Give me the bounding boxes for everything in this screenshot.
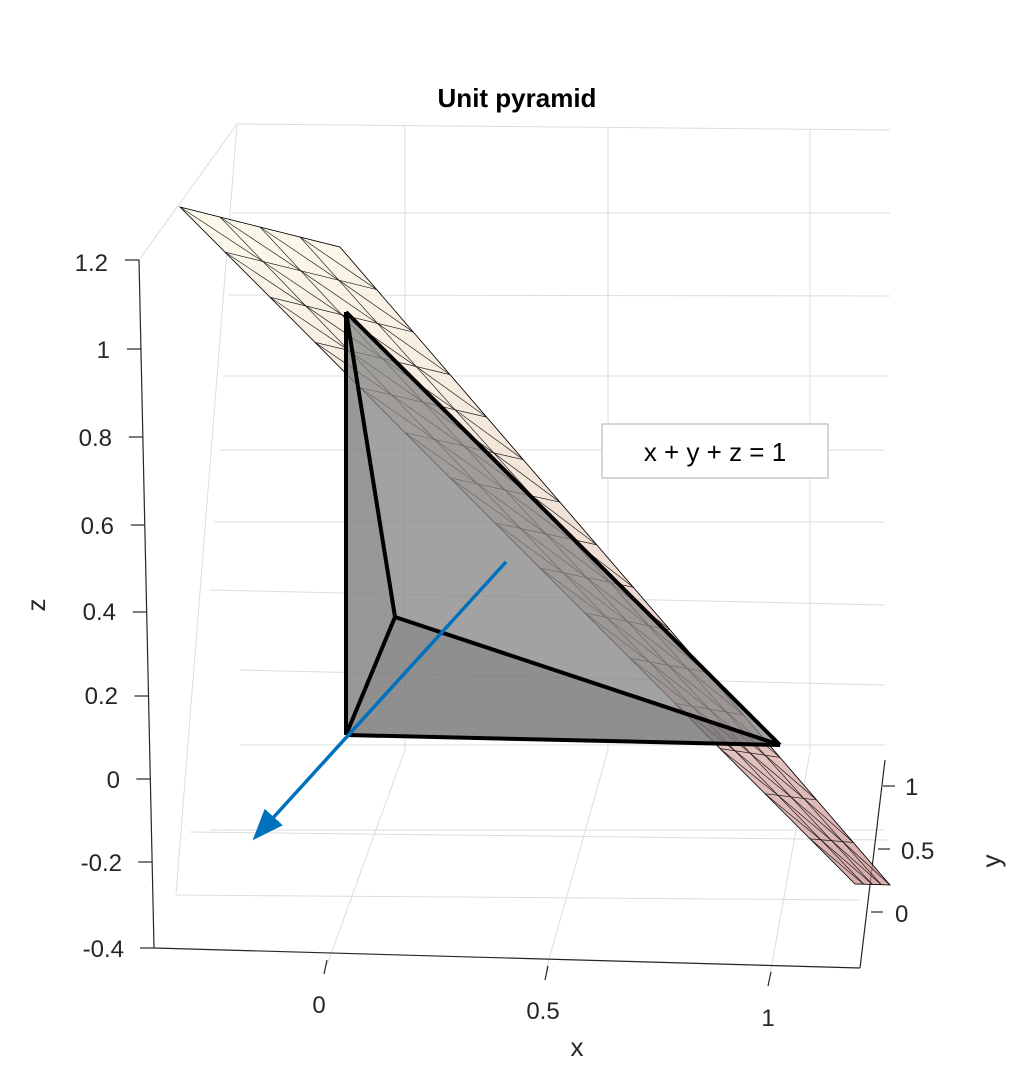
mesh-diagonal — [454, 409, 524, 460]
mesh-diagonal — [764, 754, 817, 801]
normal-vector-arrow — [252, 561, 507, 841]
mesh-diagonal — [831, 840, 882, 885]
z-tick-label: 0.4 — [83, 599, 116, 626]
x-tick-mark — [544, 965, 549, 981]
mesh-diagonal — [532, 495, 597, 546]
x-tick-mark — [767, 971, 772, 987]
mesh-diagonal — [224, 251, 307, 307]
y-tick-label: 0.5 — [901, 838, 934, 865]
mesh-diagonal — [803, 798, 854, 843]
z-tick-label: 1.2 — [75, 250, 108, 277]
chart-title: Unit pyramid — [438, 83, 597, 113]
x-tick-label: 0 — [312, 992, 325, 1019]
z-axis-line — [138, 259, 155, 949]
mesh-diagonal — [338, 279, 414, 333]
tick-marks — [125, 259, 895, 987]
y-tick-label: 1 — [905, 774, 918, 801]
z-tick-label: 0.6 — [81, 513, 114, 540]
annotation-border — [601, 423, 829, 479]
x-axis-title: x — [571, 1032, 584, 1062]
z-tick-label: 0 — [107, 767, 120, 794]
pyramid-edge — [394, 615, 781, 747]
x-tick-label: 1 — [761, 1005, 774, 1032]
axis-lines — [138, 259, 886, 969]
mesh-diagonal — [416, 366, 487, 418]
mesh-diagonal — [377, 323, 451, 375]
pyramid-face-yz — [346, 312, 395, 735]
mesh-diagonal — [180, 207, 264, 262]
mesh-line — [339, 246, 890, 885]
z-tick-label: 0.2 — [85, 683, 118, 710]
y-tick-labels: 0 0.5 1 — [895, 774, 934, 928]
grid-line — [236, 123, 891, 131]
pyramid-edge — [344, 310, 782, 747]
mesh-diagonal — [777, 795, 832, 841]
z-axis-title: z — [21, 599, 51, 612]
mesh-diagonal — [219, 216, 302, 272]
z-tick-label: -0.2 — [81, 850, 122, 877]
mesh-diagonal — [809, 838, 864, 885]
x-axis-line — [153, 947, 861, 969]
pyramid-edges — [344, 310, 782, 747]
mesh-diagonal — [820, 839, 873, 885]
y-axis-title: y — [976, 855, 1006, 868]
grid-line — [175, 894, 861, 901]
mesh-diagonal — [262, 261, 342, 315]
normal-vector — [252, 561, 507, 841]
mesh-diagonal — [790, 796, 843, 842]
mesh-diagonal — [299, 236, 377, 290]
mesh-diagonal — [749, 752, 804, 799]
mesh-diagonal — [719, 748, 779, 796]
grid-line — [138, 123, 238, 261]
annotation-box: x + y + z = 1 — [601, 423, 829, 479]
mesh-diagonal — [493, 452, 561, 503]
z-tick-labels: -0.4 -0.2 0 0.2 0.4 0.6 0.8 1 1.2 — [75, 250, 124, 963]
y-tick-label: 0 — [895, 901, 908, 928]
z-tick-label: -0.4 — [83, 936, 124, 963]
pyramid-edge — [344, 311, 397, 618]
annotation-text: x + y + z = 1 — [644, 437, 786, 467]
pyramid-edge — [345, 733, 781, 747]
grid-line — [189, 831, 889, 841]
grid-line — [326, 749, 406, 966]
x-tick-labels: 0 0.5 1 — [312, 992, 774, 1032]
x-tick-label: 0.5 — [526, 998, 559, 1025]
grid-line — [545, 749, 609, 971]
z-tick-label: 0.8 — [79, 425, 112, 452]
mesh-diagonal — [734, 750, 792, 798]
pyramid — [344, 310, 782, 747]
pyramid-face-xy — [346, 617, 780, 745]
mesh-diagonal — [842, 841, 890, 885]
y-axis-line — [859, 759, 886, 969]
mesh-diagonal — [269, 296, 349, 351]
mesh-diagonal — [259, 226, 339, 281]
mesh-diagonal — [764, 793, 822, 841]
x-tick-mark — [323, 959, 328, 975]
mesh-diagonal — [300, 270, 378, 324]
pyramid-edge — [344, 616, 397, 736]
z-tick-label: 1 — [97, 337, 110, 364]
